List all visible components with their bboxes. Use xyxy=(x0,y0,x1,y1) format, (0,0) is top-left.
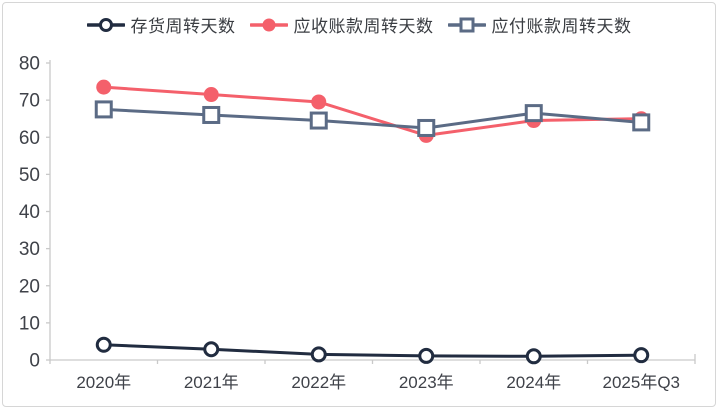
x-axis-label: 2023年 xyxy=(399,373,454,392)
y-axis-label: 70 xyxy=(19,91,40,112)
data-point-marker xyxy=(417,118,436,137)
data-point-marker xyxy=(202,105,221,124)
data-point-marker xyxy=(309,111,328,130)
y-axis-label: 20 xyxy=(19,276,40,297)
legend-marker-shape xyxy=(459,17,474,32)
x-axis-label: 2024年 xyxy=(506,373,561,392)
legend-label: 应收账款周转天数 xyxy=(293,17,434,36)
data-point-marker xyxy=(633,347,650,364)
series-line-2 xyxy=(102,107,643,130)
y-axis-label: 80 xyxy=(19,54,40,75)
data-point-marker xyxy=(203,341,220,358)
legend-item-payable-days: 应付账款周转天数 xyxy=(447,12,632,37)
y-axis-label: 50 xyxy=(19,165,40,186)
y-axis-label: 60 xyxy=(19,128,40,149)
data-point-marker xyxy=(94,100,113,119)
legend-label: 存货周转天数 xyxy=(130,17,236,36)
x-axis-label: 2022年 xyxy=(291,373,346,392)
line-square-open-icon xyxy=(447,17,486,32)
data-point-marker xyxy=(311,94,327,110)
legend-marker-shape xyxy=(262,18,275,31)
legend-item-inventory-days: 存货周转天数 xyxy=(86,12,236,37)
data-point-marker xyxy=(418,347,435,364)
x-axis-label: 2025年Q3 xyxy=(603,373,681,392)
x-axis-label: 2020年 xyxy=(76,373,131,392)
x-axis-label: 2021年 xyxy=(184,373,239,392)
line-circle-filled-icon xyxy=(249,18,288,31)
line-circle-open-icon xyxy=(86,17,125,32)
data-point-marker xyxy=(632,113,651,132)
legend-item-receivable-days: 应收账款周转天数 xyxy=(249,12,434,37)
chart-legend: 存货周转天数 应收账款周转天数 应付账款周转天数 xyxy=(0,12,718,37)
series-line-0 xyxy=(102,343,643,358)
y-axis-label: 10 xyxy=(19,313,40,334)
y-axis-label: 0 xyxy=(29,351,40,372)
data-point-marker xyxy=(524,104,543,123)
legend-label: 应付账款周转天数 xyxy=(491,17,632,36)
data-point-marker xyxy=(203,87,219,103)
y-axis-label: 30 xyxy=(19,239,40,260)
series-line-1 xyxy=(102,85,643,137)
y-axis-label: 40 xyxy=(19,202,40,223)
data-point-marker xyxy=(310,346,327,363)
data-point-marker xyxy=(525,348,542,365)
data-point-marker xyxy=(96,79,112,95)
legend-marker-shape xyxy=(98,17,113,32)
data-point-marker xyxy=(95,336,112,353)
